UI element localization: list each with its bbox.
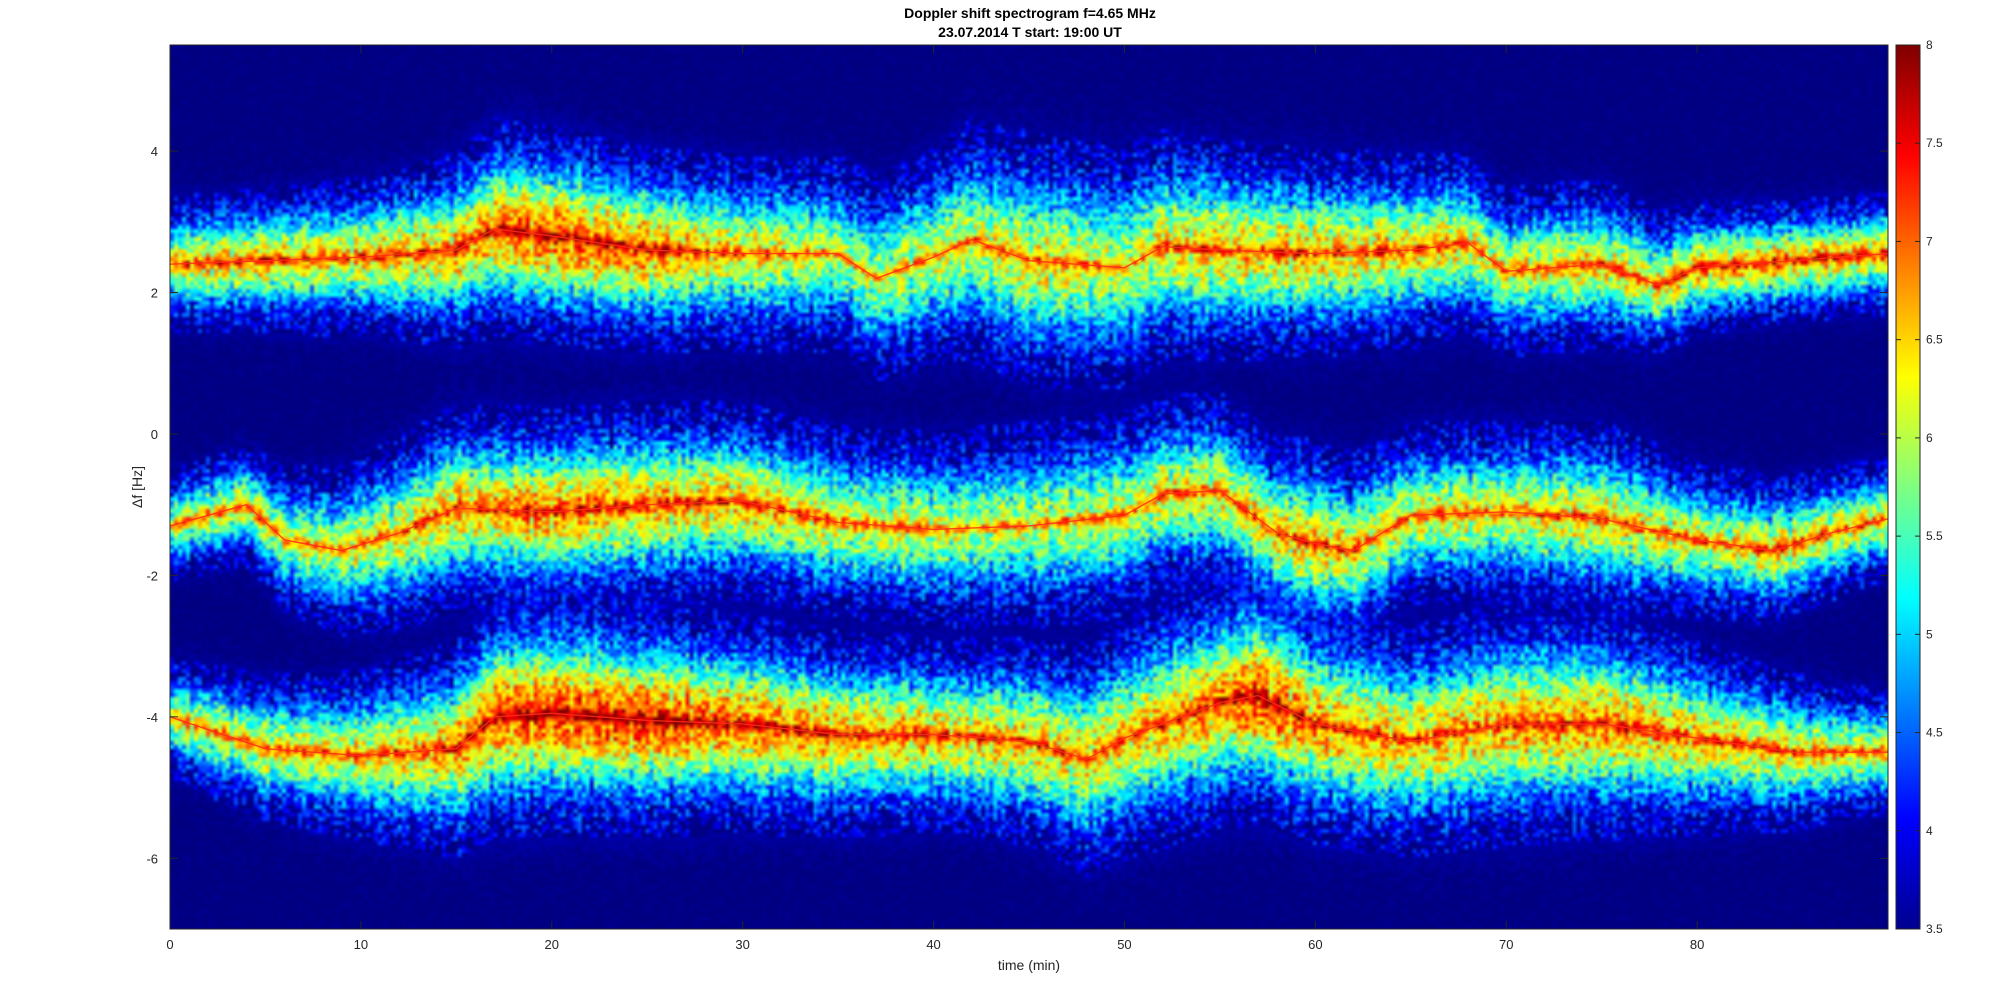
doppler-ridge-line xyxy=(169,489,1889,552)
colorbar-tick-label: 4 xyxy=(1926,824,1933,838)
x-tick-label: 0 xyxy=(166,937,173,952)
y-tick-label: -4 xyxy=(146,710,158,725)
colorbar-tick-label: 6.5 xyxy=(1926,333,1943,347)
chart-subtitle: 23.07.2014 T start: 19:00 UT xyxy=(938,24,1122,40)
x-tick-label: 20 xyxy=(545,937,559,952)
colorbar-ticks: 8 7.5 7 6.5 6 5.5 5 4.5 4 3.5 xyxy=(1896,38,1943,936)
y-tick-label: 2 xyxy=(151,286,158,301)
colorbar-tick-label: 5.5 xyxy=(1926,529,1943,543)
y-tick-label: 4 xyxy=(151,144,158,159)
x-axis-label: time (min) xyxy=(998,957,1060,973)
x-tick-label: 50 xyxy=(1117,937,1131,952)
spectrogram-image xyxy=(170,45,1888,929)
x-axis: 0 10 20 30 40 50 60 70 80 xyxy=(166,45,1704,952)
x-tick-label: 60 xyxy=(1308,937,1322,952)
y-axis: 4 2 0 -2 -4 -6 xyxy=(146,144,1888,866)
y-tick-label: -2 xyxy=(146,568,158,583)
colorbar: 8 7.5 7 6.5 6 5.5 5 4.5 4 3.5 xyxy=(1895,38,1943,936)
y-tick-label: -6 xyxy=(146,851,158,866)
ridge-lines xyxy=(169,228,1889,761)
colorbar-tick-label: 6 xyxy=(1926,431,1933,445)
colorbar-tick-label: 7 xyxy=(1926,234,1933,248)
plot-area xyxy=(169,44,1889,930)
plot-frame xyxy=(169,44,1889,930)
x-tick-label: 10 xyxy=(354,937,368,952)
colorbar-scale xyxy=(1895,44,1921,930)
x-tick-label: 80 xyxy=(1690,937,1704,952)
doppler-ridge-line xyxy=(169,694,1888,761)
x-tick-label: 30 xyxy=(735,937,749,952)
colorbar-tick-label: 8 xyxy=(1926,38,1933,52)
colorbar-tick-label: 7.5 xyxy=(1926,136,1943,150)
x-tick-label: 70 xyxy=(1499,937,1513,952)
chart-title: Doppler shift spectrogram f=4.65 MHz xyxy=(904,5,1156,21)
colorbar-tick-label: 3.5 xyxy=(1926,922,1943,936)
y-axis-label: Δf [Hz] xyxy=(129,466,145,508)
y-tick-label: 0 xyxy=(151,427,158,442)
doppler-ridge-line xyxy=(169,228,1889,287)
x-tick-label: 40 xyxy=(926,937,940,952)
colorbar-tick-label: 4.5 xyxy=(1926,726,1943,740)
colorbar-tick-label: 5 xyxy=(1926,627,1933,641)
